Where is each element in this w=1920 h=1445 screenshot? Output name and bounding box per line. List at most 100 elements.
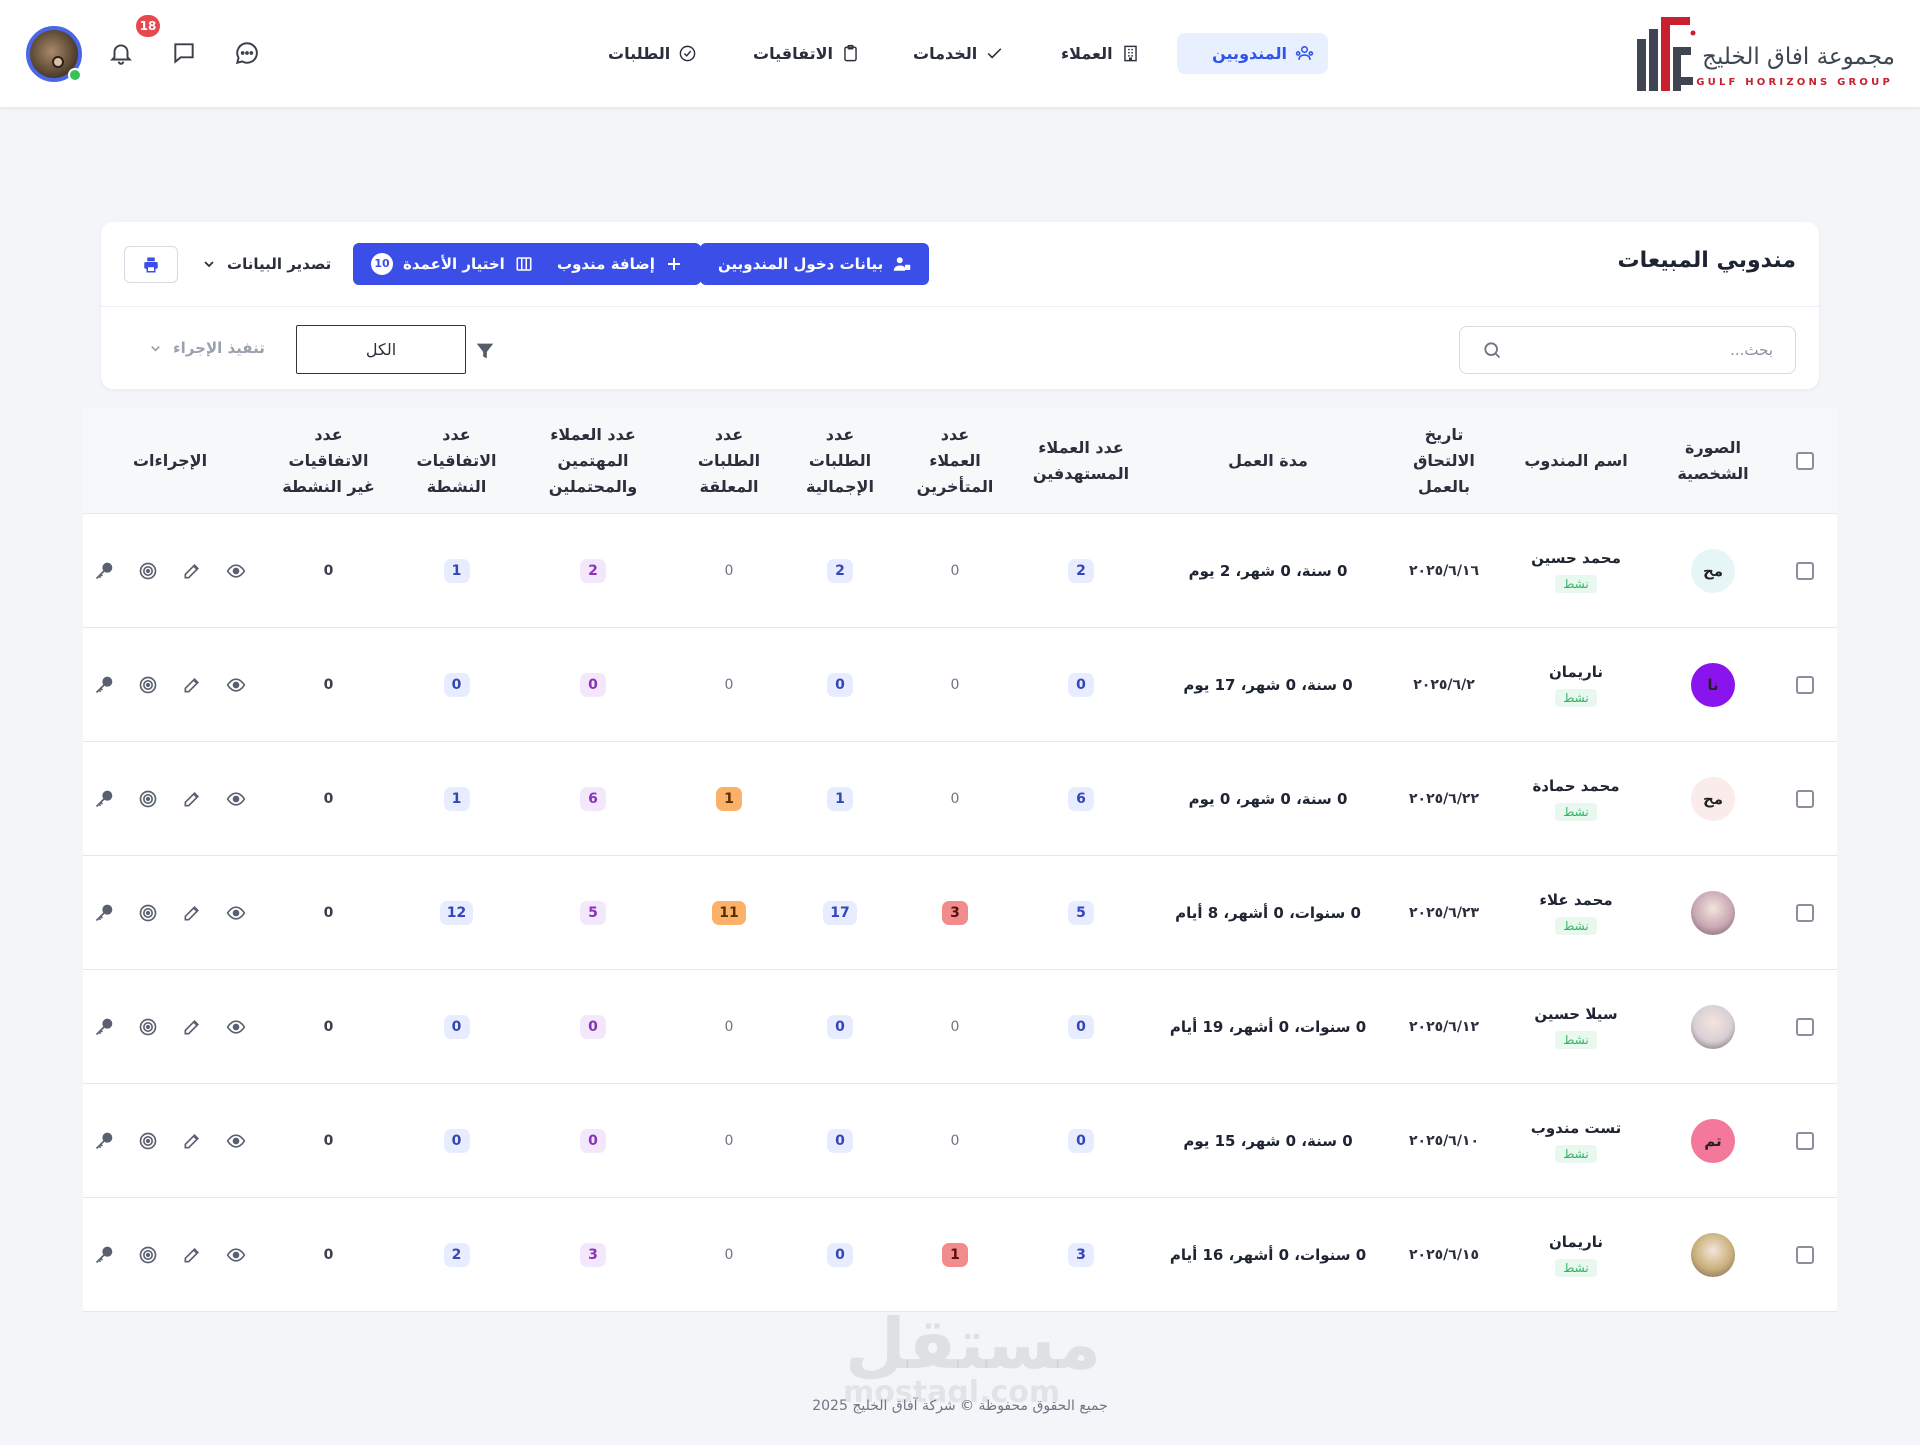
target-icon[interactable] [138,789,158,809]
key-icon[interactable] [94,561,114,581]
print-button[interactable] [124,246,178,283]
company-logo[interactable]: مجموعة افاق الخليج GULF HORIZONS GROUP [1633,17,1895,91]
target-icon[interactable] [138,675,158,695]
edit-icon[interactable] [182,1245,202,1265]
active-cell: 0 [400,1084,513,1197]
row-checkbox[interactable] [1796,675,1814,694]
target-icon[interactable] [138,1245,158,1265]
choose-columns-button[interactable]: اختيار الأعمدة 10 [353,243,551,285]
logo-name-ar: مجموعة افاق الخليج [1702,44,1895,70]
edit-icon[interactable] [182,1017,202,1037]
representative-name[interactable]: تست مندوب [1530,1118,1622,1137]
total-value: 0 [827,1128,853,1153]
nav-item-agreements[interactable]: الاتفاقيات [739,33,874,74]
export-data-dropdown[interactable]: تصدير البيانات [201,243,331,285]
target-icon[interactable] [138,903,158,923]
edit-icon[interactable] [182,561,202,581]
inactive-cell: 0 [257,514,400,627]
join-date: ٢٠٢٥/٦/١٦ [1408,562,1480,579]
key-icon[interactable] [94,675,114,695]
nav-item-clients[interactable]: العملاء [1047,33,1154,74]
eye-icon[interactable] [226,789,246,809]
select-all-checkbox[interactable] [1796,452,1814,470]
active-cell: 2 [400,1198,513,1311]
interested-cell: 0 [513,970,673,1083]
login-data-button[interactable]: بيانات دخول المندوبين [700,243,930,285]
target-icon[interactable] [138,1131,158,1151]
header-photo: الصورة الشخصية [1677,438,1749,483]
nav-item-representatives[interactable]: المندوبين [1177,33,1328,74]
total-value: 0 [827,672,853,697]
nav-label: الخدمات [913,44,978,63]
representative-name[interactable]: محمد حمادة [1532,776,1620,795]
filter-select[interactable]: الكل [296,325,466,374]
search-input[interactable] [1514,341,1773,359]
interested-value: 0 [580,1014,606,1039]
join-date: ٢٠٢٥/٦/١٠ [1408,1132,1480,1149]
key-icon[interactable] [94,1017,114,1037]
add-representative-button[interactable]: إضافة مندوب [539,243,701,285]
header-active-agreements: عدد الاتفاقيات النشطة [416,425,497,496]
photo-cell [1653,970,1773,1083]
target-icon[interactable] [138,561,158,581]
target-icon[interactable] [138,1017,158,1037]
inactive-value: 0 [323,676,334,693]
total-value: 0 [827,1014,853,1039]
interested-cell: 2 [513,514,673,627]
table-body: مح محمد حسين نشط ٢٠٢٥/٦/١٦ 0 سنة، 0 شهر، … [83,514,1837,1312]
join-date-cell: ٢٠٢٥/٦/١٠ [1389,1084,1499,1197]
join-date: ٢٠٢٥/٦/٢ [1413,676,1475,693]
representative-name[interactable]: ناريمان [1548,1232,1604,1251]
search-box[interactable] [1459,326,1796,374]
representative-name[interactable]: محمد حسين [1531,548,1621,567]
edit-icon[interactable] [182,675,202,695]
key-icon[interactable] [94,1245,114,1265]
target-cell: 6 [1015,742,1147,855]
eye-icon[interactable] [226,1245,246,1265]
header-total-orders: عدد الطلبات الإجمالية [806,425,874,496]
row-checkbox[interactable] [1796,903,1814,922]
representative-name[interactable]: ناريمان [1548,662,1604,681]
bell-icon[interactable] [108,40,134,66]
eye-icon[interactable] [226,1131,246,1151]
target-cell: 5 [1015,856,1147,969]
edit-icon[interactable] [182,903,202,923]
late-cell: 0 [895,628,1015,741]
key-icon[interactable] [94,903,114,923]
bulk-action-dropdown[interactable]: تنفيذ الإجراء [148,339,265,357]
edit-icon[interactable] [182,1131,202,1151]
join-date-cell: ٢٠٢٥/٦/١٥ [1389,1198,1499,1311]
row-checkbox[interactable] [1796,1245,1814,1264]
eye-icon[interactable] [226,1017,246,1037]
avatar [1691,890,1735,935]
pending-value: 0 [724,676,734,693]
header-late-clients: عدد العملاء المتأخرين [916,425,994,496]
table-row: ناريمان نشط ٢٠٢٥/٦/١٥ 0 سنوات، 0 أشهر، 16… [83,1198,1837,1312]
nav-item-orders[interactable]: الطلبات [594,33,711,74]
interested-value: 0 [580,672,606,697]
chat-dots-icon[interactable] [234,40,260,66]
late-value: 1 [942,1242,968,1267]
avatar: مح [1691,548,1735,593]
active-cell: 1 [400,742,513,855]
chevron-down-icon [204,261,214,268]
active-value: 2 [443,1242,470,1267]
row-checkbox[interactable] [1796,561,1814,580]
row-checkbox[interactable] [1796,1017,1814,1036]
edit-icon[interactable] [182,789,202,809]
actions-cell [83,970,257,1083]
key-icon[interactable] [94,1131,114,1151]
header-select-all [1773,408,1837,514]
eye-icon[interactable] [226,561,246,581]
nav-label: المندوبين [1212,44,1287,63]
representative-name[interactable]: سيلا حسين [1534,1004,1618,1023]
row-checkbox[interactable] [1796,1131,1814,1150]
eye-icon[interactable] [226,675,246,695]
nav-item-services[interactable]: الخدمات [899,33,1018,74]
message-icon[interactable] [171,40,197,66]
eye-icon[interactable] [226,903,246,923]
user-avatar[interactable] [26,26,82,82]
representative-name[interactable]: محمد علاء [1539,890,1613,909]
row-checkbox[interactable] [1796,789,1814,808]
key-icon[interactable] [94,789,114,809]
